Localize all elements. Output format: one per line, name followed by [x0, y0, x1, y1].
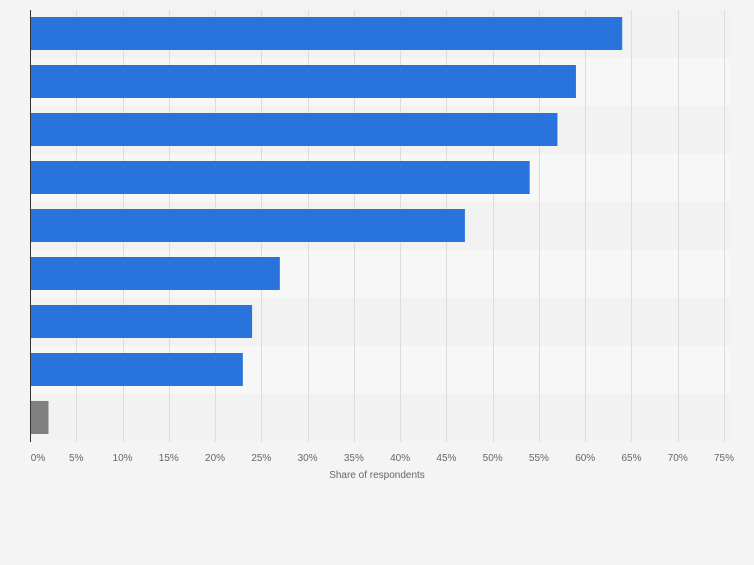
bar [30, 257, 280, 290]
x-tick-label: 65% [621, 453, 641, 464]
bar [30, 161, 530, 194]
x-tick-label: 10% [113, 453, 133, 464]
x-tick-label: 0% [31, 453, 46, 464]
bar [30, 305, 253, 338]
x-tick-label: 25% [251, 453, 271, 464]
bar [30, 65, 576, 98]
bar [30, 209, 465, 242]
x-tick-label: 20% [205, 453, 225, 464]
bar [30, 353, 243, 386]
bars [30, 17, 623, 434]
x-tick-label: 55% [529, 453, 549, 464]
x-tick-label: 75% [714, 453, 734, 464]
x-tick-label: 40% [390, 453, 410, 464]
x-tick-label: 5% [69, 453, 84, 464]
bar [30, 113, 558, 146]
x-axis-ticks: 0% 5% 10% 15% 20% 25% 30% 35% 40% 45% 50% 55% 60% 65%… [31, 453, 734, 464]
bar [30, 17, 623, 50]
x-tick-label: 70% [668, 453, 688, 464]
x-tick-label: 50% [483, 453, 503, 464]
x-tick-label: 45% [436, 453, 456, 464]
row-band [30, 394, 730, 442]
x-tick-label: 30% [298, 453, 318, 464]
x-tick-label: 15% [159, 453, 179, 464]
bar [30, 401, 49, 434]
x-tick-label: 35% [344, 453, 364, 464]
x-axis-title: Share of respondents [329, 470, 425, 481]
x-tick-label: 60% [575, 453, 595, 464]
